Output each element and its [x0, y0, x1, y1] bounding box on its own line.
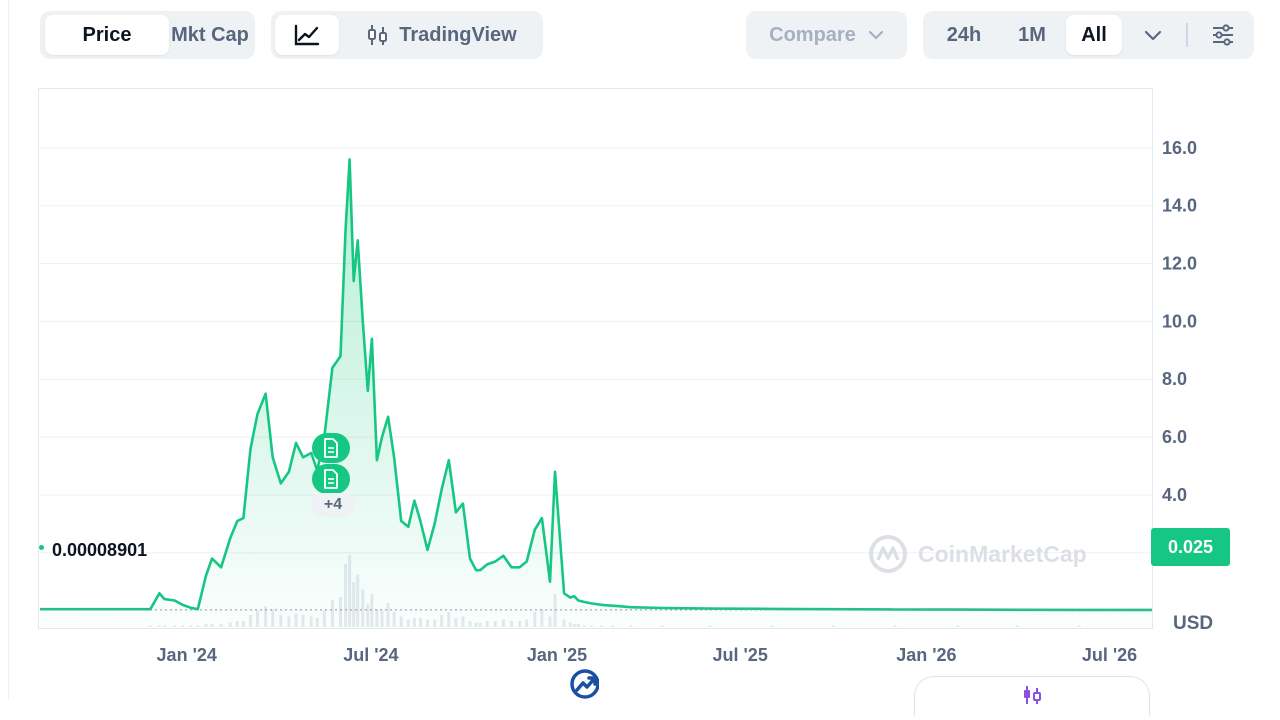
- x-tick-label: Jul '26: [1082, 645, 1137, 665]
- left-divider: [8, 0, 9, 700]
- chevron-down-icon: [868, 30, 883, 40]
- range-divider: [1186, 23, 1188, 47]
- chart-view-toggle: TradingView: [271, 11, 543, 59]
- range-24h-tab[interactable]: 24h: [946, 23, 982, 46]
- range-1m-tab[interactable]: 1M: [1018, 23, 1046, 46]
- chart-frame: [38, 88, 1153, 629]
- currency-unit-label: USD: [1173, 613, 1214, 634]
- candlestick-icon: [368, 25, 388, 45]
- y-tick-label: 6.0: [1162, 427, 1187, 447]
- y-tick-label: 8.0: [1162, 369, 1187, 389]
- growth-arrow-logo-icon: [570, 669, 599, 699]
- compare-dropdown: Compare: [746, 11, 907, 59]
- coinmarketcap-logo-icon: [869, 535, 907, 573]
- x-tick-label: Jan '26: [896, 645, 956, 665]
- chevron-down-icon: [1144, 30, 1162, 40]
- compare-button[interactable]: Compare: [746, 15, 907, 55]
- y-tick-label: 10.0: [1162, 311, 1197, 331]
- more-ranges-button[interactable]: [1131, 15, 1175, 55]
- time-range-toggle: 24h 1M All: [923, 11, 1254, 59]
- line-chart-tab[interactable]: [275, 15, 339, 55]
- market-cap-tab[interactable]: Mkt Cap: [171, 23, 249, 46]
- start-price-label: 0.00008901: [52, 540, 148, 560]
- watermark-text: CoinMarketCap: [918, 540, 1087, 567]
- more-news-badge[interactable]: +4: [311, 493, 355, 517]
- range-all-tab[interactable]: All: [1066, 15, 1122, 55]
- document-icon: [324, 438, 338, 458]
- y-tick-label: 12.0: [1162, 254, 1197, 274]
- chart-settings-button[interactable]: [1201, 15, 1245, 55]
- y-axis-ticks: 2.04.06.08.010.012.014.016.0: [1162, 138, 1197, 563]
- chart-type-toggle: Price Mkt Cap: [40, 11, 255, 59]
- gridlines: [40, 147, 1152, 554]
- candlestick-icon: [1024, 686, 1041, 704]
- site-logo: [555, 666, 599, 702]
- x-tick-label: Jan '24: [157, 645, 217, 665]
- news-marker[interactable]: [312, 433, 350, 463]
- sliders-icon: [1213, 24, 1233, 46]
- y-tick-label: 16.0: [1162, 138, 1197, 158]
- tradingview-label: TradingView: [399, 23, 517, 46]
- x-tick-label: Jul '24: [343, 645, 398, 665]
- start-price-dot: [39, 545, 44, 550]
- price-line: [39, 158, 1152, 612]
- news-marker[interactable]: [312, 464, 350, 494]
- current-price-tag: 0.025: [1151, 528, 1230, 566]
- y-tick-label: 4.0: [1162, 485, 1187, 505]
- x-tick-label: Jul '25: [713, 645, 768, 665]
- x-tick-label: Jan '25: [527, 645, 587, 665]
- y-tick-label: 14.0: [1162, 196, 1197, 216]
- compare-label: Compare: [769, 23, 856, 46]
- x-axis-ticks: Jan '24 Jul '24 Jan '25 Jul '25 Jan '26 Jul '…: [157, 645, 1138, 665]
- document-icon: [324, 469, 338, 489]
- coinmarketcap-watermark: CoinMarketCap: [868, 534, 1087, 574]
- price-tab[interactable]: Price: [45, 15, 169, 55]
- tradingview-tab[interactable]: TradingView: [351, 15, 533, 55]
- analyze-chart-button[interactable]: [914, 676, 1150, 716]
- line-chart-icon: [294, 24, 320, 46]
